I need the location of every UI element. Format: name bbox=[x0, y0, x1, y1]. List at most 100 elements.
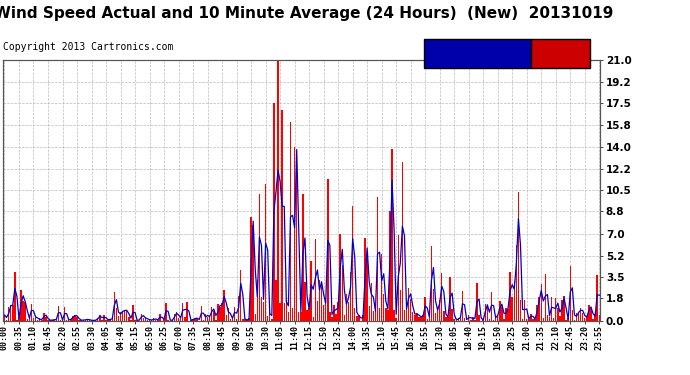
Bar bbox=[573, 320, 575, 321]
Bar bbox=[130, 320, 132, 321]
Bar bbox=[408, 288, 409, 321]
Bar bbox=[329, 312, 331, 321]
Bar bbox=[371, 283, 372, 321]
Bar bbox=[302, 194, 304, 321]
Bar bbox=[28, 317, 30, 321]
Bar bbox=[24, 302, 26, 321]
Bar bbox=[271, 320, 273, 321]
Bar bbox=[267, 316, 268, 321]
Bar bbox=[46, 317, 47, 321]
Bar bbox=[499, 301, 500, 321]
Bar bbox=[385, 308, 386, 321]
Bar bbox=[211, 308, 213, 321]
Bar bbox=[575, 313, 578, 321]
Bar bbox=[377, 196, 378, 321]
Bar bbox=[567, 318, 569, 321]
Bar bbox=[58, 306, 59, 321]
Bar bbox=[195, 318, 196, 321]
Bar bbox=[412, 312, 413, 321]
Bar bbox=[277, 60, 279, 321]
Bar bbox=[18, 318, 20, 321]
Bar bbox=[497, 315, 498, 321]
Bar bbox=[14, 272, 16, 321]
Bar bbox=[426, 319, 428, 321]
Bar bbox=[513, 281, 515, 321]
Bar bbox=[54, 320, 55, 321]
Bar bbox=[186, 302, 188, 321]
Bar bbox=[269, 312, 270, 321]
Bar bbox=[447, 317, 448, 321]
Bar bbox=[48, 320, 49, 321]
Bar bbox=[445, 317, 446, 321]
Bar bbox=[209, 316, 210, 321]
Bar bbox=[549, 317, 550, 321]
Bar bbox=[569, 266, 571, 321]
Bar bbox=[217, 304, 219, 321]
Bar bbox=[279, 303, 281, 321]
Bar bbox=[155, 320, 157, 321]
Bar bbox=[224, 290, 225, 321]
Bar bbox=[112, 318, 113, 321]
Bar bbox=[383, 294, 384, 321]
Bar bbox=[451, 309, 453, 321]
Bar bbox=[364, 238, 366, 321]
Bar bbox=[89, 320, 90, 321]
Bar bbox=[12, 305, 14, 321]
Bar bbox=[32, 318, 34, 321]
Bar bbox=[64, 307, 66, 321]
Bar bbox=[424, 297, 426, 321]
Bar bbox=[85, 320, 86, 321]
Bar bbox=[431, 246, 432, 321]
Bar bbox=[331, 317, 333, 321]
Bar bbox=[300, 312, 302, 321]
Bar bbox=[346, 294, 347, 321]
Bar bbox=[149, 320, 150, 321]
Bar bbox=[77, 317, 78, 321]
Bar bbox=[505, 308, 506, 321]
Bar bbox=[594, 314, 596, 321]
Bar bbox=[468, 315, 469, 321]
Bar bbox=[507, 309, 509, 321]
Bar bbox=[551, 297, 552, 321]
Bar bbox=[596, 275, 598, 321]
Bar bbox=[561, 300, 562, 321]
Bar bbox=[428, 315, 430, 321]
Bar bbox=[518, 192, 519, 321]
Bar bbox=[478, 315, 480, 321]
Bar bbox=[509, 272, 511, 321]
Bar bbox=[68, 320, 70, 321]
Text: Wind Speed Actual and 10 Minute Average (24 Hours)  (New)  20131019: Wind Speed Actual and 10 Minute Average … bbox=[0, 6, 613, 21]
Bar bbox=[453, 319, 455, 321]
Bar bbox=[294, 147, 295, 321]
Text: 10 Min Avg (mph): 10 Min Avg (mph) bbox=[428, 49, 508, 58]
Bar bbox=[333, 305, 335, 321]
Bar bbox=[313, 317, 314, 321]
Bar bbox=[470, 320, 471, 321]
Bar bbox=[6, 320, 8, 321]
Bar bbox=[557, 308, 558, 321]
Bar bbox=[582, 313, 584, 321]
Bar bbox=[108, 320, 109, 321]
Bar bbox=[580, 308, 582, 321]
Bar bbox=[147, 320, 148, 321]
Bar bbox=[110, 319, 111, 321]
Bar bbox=[257, 280, 258, 321]
Bar bbox=[205, 314, 206, 321]
Bar bbox=[10, 305, 12, 321]
Bar bbox=[553, 318, 554, 321]
Bar bbox=[366, 258, 368, 321]
Bar bbox=[62, 320, 63, 321]
Bar bbox=[522, 320, 523, 321]
Text: Wind (mph): Wind (mph) bbox=[534, 49, 584, 58]
Bar bbox=[414, 315, 415, 321]
Bar bbox=[259, 194, 260, 321]
Bar bbox=[273, 104, 275, 321]
Bar bbox=[193, 319, 194, 321]
Bar bbox=[306, 310, 308, 321]
Bar bbox=[486, 306, 488, 321]
Bar bbox=[391, 149, 393, 321]
Bar bbox=[493, 320, 494, 321]
Bar bbox=[495, 316, 496, 321]
Bar bbox=[476, 283, 477, 321]
Bar bbox=[197, 318, 198, 321]
